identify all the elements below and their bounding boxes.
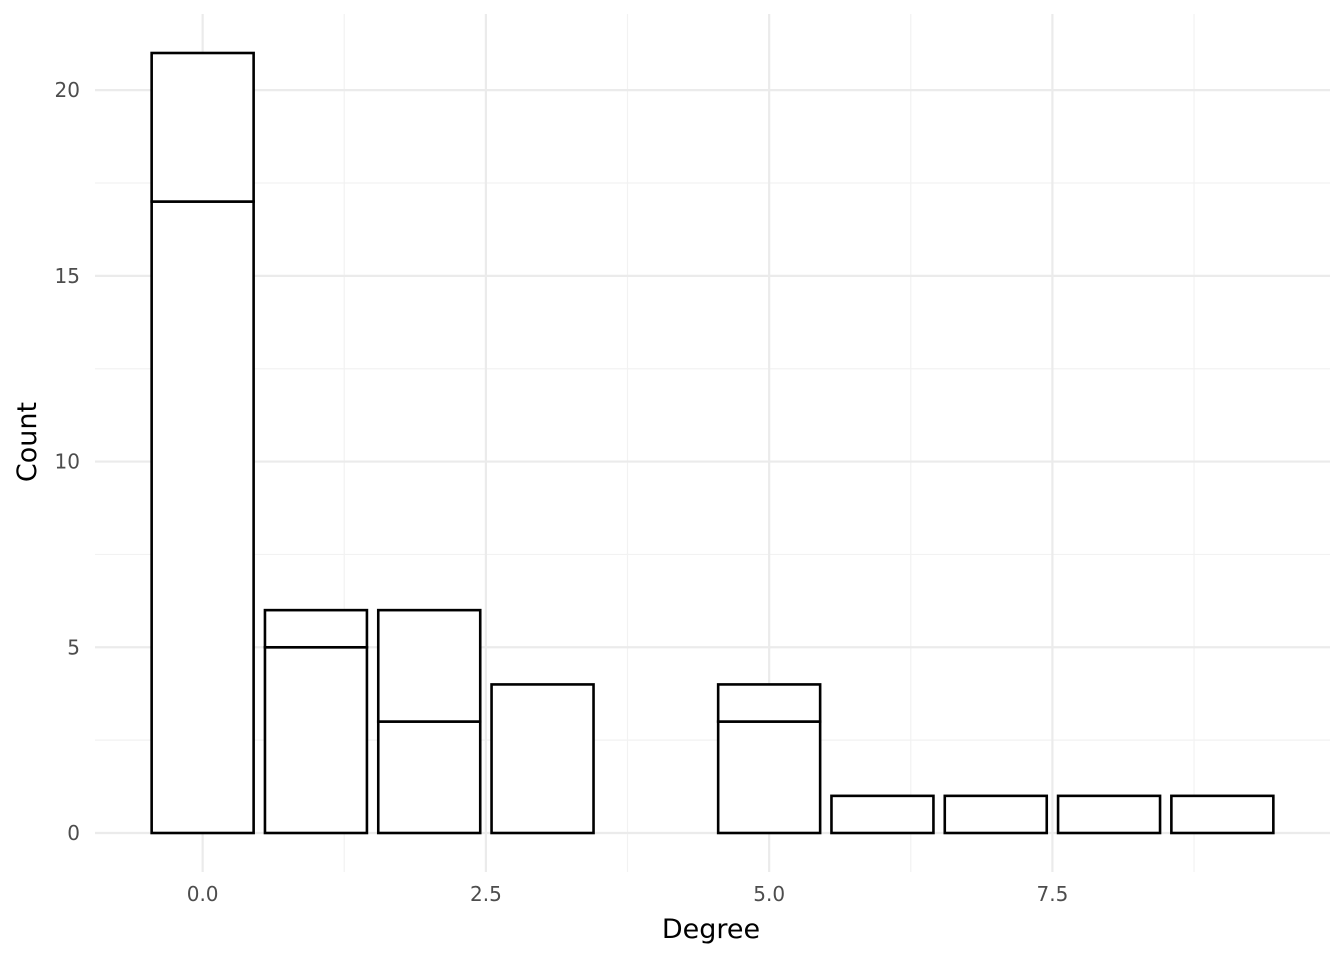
histogram-bar-segment xyxy=(150,200,255,835)
y-tick-label: 20 xyxy=(55,78,80,102)
histogram-bar-segment xyxy=(830,794,935,835)
x-axis-ticks: 0.0 2.5 5.0 7.5 xyxy=(187,882,1069,906)
y-tick-label: 0 xyxy=(67,821,80,845)
y-tick-label: 15 xyxy=(55,264,80,288)
y-tick-label: 5 xyxy=(67,635,80,659)
histogram-bar-segment xyxy=(716,683,822,723)
y-axis-title: Count xyxy=(12,402,43,482)
histogram-bar-segment xyxy=(263,608,369,649)
x-axis-title: Degree xyxy=(662,914,760,945)
histogram-bar-segment xyxy=(376,608,482,723)
histogram-bar-segment xyxy=(716,720,822,835)
histogram-bar-segment xyxy=(490,683,595,835)
histogram-bar-segment xyxy=(263,645,369,835)
bars xyxy=(150,51,1275,835)
histogram-bar-segment xyxy=(376,720,482,835)
histogram-bar-segment xyxy=(943,794,1049,835)
x-tick-label: 2.5 xyxy=(470,882,502,906)
x-tick-label: 7.5 xyxy=(1037,882,1069,906)
histogram-bar-segment xyxy=(1170,794,1275,835)
y-axis-ticks: 0 5 10 15 20 xyxy=(55,78,80,845)
histogram-bar-segment xyxy=(150,51,255,203)
x-tick-label: 5.0 xyxy=(753,882,785,906)
histogram-bar-segment xyxy=(1056,794,1162,835)
y-tick-label: 10 xyxy=(55,450,80,474)
x-tick-label: 0.0 xyxy=(187,882,219,906)
